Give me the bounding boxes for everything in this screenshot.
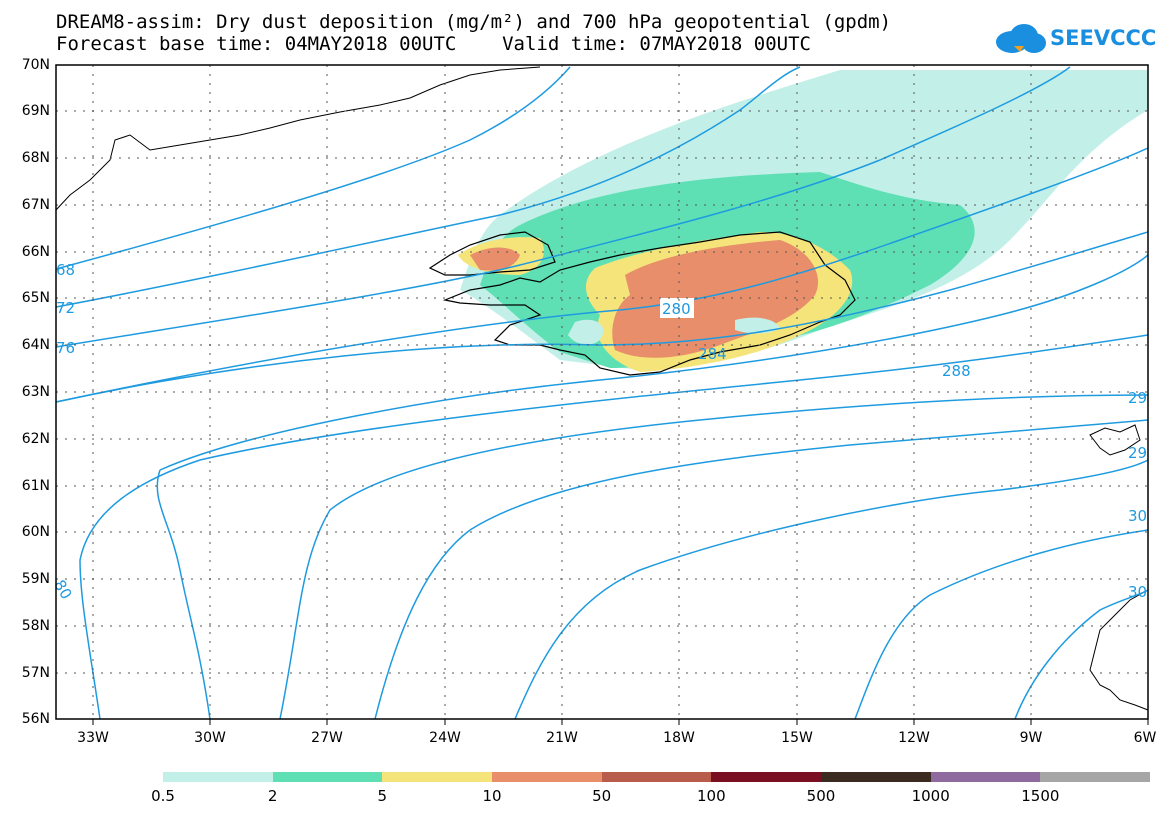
legend-label: 100 [697, 787, 726, 805]
legend-swatch [382, 772, 493, 782]
lat-label-67n: 67N [21, 197, 50, 213]
lat-label-56n: 56N [21, 711, 50, 727]
legend-swatch [492, 772, 602, 782]
legend-label: 500 [806, 787, 836, 805]
legend-swatch [930, 772, 1041, 782]
lat-label-65n: 65N [21, 290, 50, 306]
lat-label-57n: 57N [21, 665, 50, 681]
lon-label-12w: 12W [898, 730, 930, 746]
legend-label: 1000 [911, 787, 950, 805]
cloud-icon [996, 24, 1046, 53]
contour-label-68: 68 [56, 261, 75, 279]
lat-label-59n: 59N [21, 571, 50, 587]
lon-label-27w: 27W [311, 730, 343, 746]
lon-label-15w: 15W [781, 730, 813, 746]
legend-label: 2 [267, 787, 278, 805]
map-title-line2: Forecast base time: 04MAY2018 00UTC Vali… [56, 33, 811, 55]
lat-label-64n: 64N [21, 337, 50, 353]
contour-label-288: 288 [942, 362, 971, 380]
geopotential-contours [55, 66, 1149, 720]
lat-label-66n: 66N [21, 244, 50, 260]
scotland-coastline [1089, 589, 1149, 711]
contour-label-280b: 80 [50, 577, 75, 603]
contour-label-76: 76 [56, 339, 75, 357]
lon-label-21w: 21W [546, 730, 578, 746]
legend-swatch [1040, 772, 1151, 782]
legend-swatch [821, 772, 931, 782]
dust-level-10 [612, 240, 819, 358]
lon-label-30w: 30W [194, 730, 226, 746]
greenland-coastline [55, 66, 541, 211]
iceland-coastline [442, 231, 856, 376]
legend-swatch [711, 772, 822, 782]
lon-label-9w: 9W [1019, 730, 1043, 746]
contour-label-284: 284 [698, 345, 727, 363]
lat-label-63n: 63N [21, 384, 50, 400]
lat-label-58n: 58N [21, 618, 50, 634]
lon-label-33w: 33W [77, 730, 109, 746]
contour-label-292b: 29 [1128, 444, 1147, 462]
map-title-line1: DREAM8-assim: Dry dust deposition (mg/m²… [56, 11, 892, 33]
contour-label-72: 72 [56, 299, 75, 317]
faroe-coastline [1089, 424, 1141, 456]
contour-label-292a: 29 [1128, 389, 1147, 407]
axis-ticks [92, 719, 1149, 725]
seevccc-logo: SEEVCCC [990, 18, 1175, 58]
legend-label: 1500 [1021, 787, 1060, 805]
legend-swatch [272, 772, 383, 782]
legend-label: 10 [482, 787, 502, 805]
map-frame [55, 64, 1149, 720]
legend-swatch [163, 772, 273, 782]
lat-label-60n: 60N [21, 524, 50, 540]
lat-label-68n: 68N [21, 150, 50, 166]
contour-label-300a: 30 [1128, 507, 1147, 525]
logo-text: SEEVCCC [1050, 26, 1157, 50]
contour-label-300b: 30 [1128, 583, 1147, 601]
lat-label-61n: 61N [21, 478, 50, 494]
legend-label: 5 [377, 787, 388, 805]
legend-label: 50 [592, 787, 612, 805]
lon-label-18w: 18W [663, 730, 695, 746]
legend-label: 0.5 [151, 787, 175, 805]
contour-label-280: 280 [662, 300, 691, 318]
lat-label-62n: 62N [21, 431, 50, 447]
lat-label-70n: 70N [21, 57, 50, 73]
color-legend [163, 772, 1151, 782]
graticule [56, 65, 1148, 719]
lat-label-69n: 69N [21, 103, 50, 119]
lon-label-6w: 6W [1133, 730, 1157, 746]
lon-label-24w: 24W [429, 730, 461, 746]
legend-swatch [601, 772, 712, 782]
